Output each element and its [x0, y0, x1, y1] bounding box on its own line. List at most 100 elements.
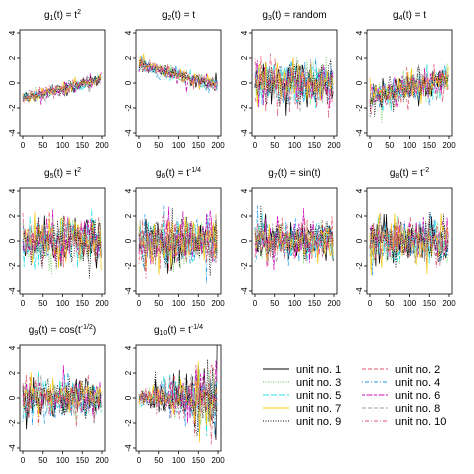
y-tick-label: -2: [240, 104, 249, 112]
y-tick-label: 0: [124, 395, 133, 400]
y-tick-label: -4: [355, 287, 364, 295]
series-line-8: [254, 219, 334, 264]
x-tick-label: 100: [56, 299, 70, 308]
x-tick-label: 100: [172, 141, 186, 150]
y-tick-label: 4: [8, 30, 17, 35]
panel-1-series: [22, 72, 102, 105]
y-tick-label: 4: [8, 345, 17, 350]
legend-item-2: unit no. 2: [362, 364, 440, 376]
x-tick-label: 0: [137, 299, 142, 308]
legend-item-1: unit no. 1: [263, 364, 341, 376]
y-tick-label: 4: [355, 30, 364, 35]
y-tick-label: 2: [355, 55, 364, 60]
x-tick-label: 200: [95, 456, 109, 465]
x-tick-label: 200: [442, 141, 456, 150]
x-tick-label: 150: [192, 141, 206, 150]
panel-3-series: [254, 53, 334, 119]
series-line-2: [254, 216, 334, 266]
x-tick-label: 200: [327, 299, 341, 308]
panel-10-series: [138, 345, 218, 445]
panel-3: g3(t) = random 0 50 100 150 200 -4 -2 0 2 4: [240, 10, 341, 150]
panel-title: g5(t) = t2: [44, 167, 81, 180]
x-tick-label: 0: [137, 141, 142, 150]
legend-label: unit no. 1: [296, 364, 341, 376]
panel-2-series: [138, 53, 218, 94]
series-line-10: [22, 217, 102, 269]
x-tick-label: 0: [368, 141, 373, 150]
y-tick-label: 4: [8, 188, 17, 193]
series-line-10: [369, 217, 449, 268]
panel-title: g1(t) = t2: [44, 9, 81, 22]
legend-label: unit no. 10: [395, 416, 446, 428]
panel-5-series: [22, 208, 102, 279]
y-tick-label: -4: [8, 287, 17, 295]
panel-title: g3(t) = random: [262, 10, 326, 22]
x-tick-label: 200: [95, 141, 109, 150]
y-tick-label: 2: [124, 55, 133, 60]
y-tick-label: 2: [8, 55, 17, 60]
y-tick-label: 0: [355, 80, 364, 85]
legend-label: unit no. 5: [296, 390, 341, 402]
series-line-7: [369, 213, 449, 276]
x-tick-label: 50: [38, 141, 47, 150]
legend-item-7: unit no. 7: [263, 403, 341, 415]
panel-4-series: [369, 63, 449, 124]
x-tick-label: 150: [76, 141, 90, 150]
legend-label: unit no. 9: [296, 416, 341, 428]
series-line-8: [254, 58, 334, 113]
x-tick-label: 50: [38, 299, 47, 308]
x-tick-label: 150: [192, 299, 206, 308]
series-line-6: [22, 209, 102, 262]
panel-5: g5(t) = t2 0 50 100 150 200 -4 -2 0 2 4: [8, 167, 109, 308]
panel-2: g2(t) = t 0 50 100 150 200 -4 -2 0 2 4: [124, 10, 225, 150]
y-tick-label: -4: [124, 129, 133, 137]
series-line-5: [22, 371, 102, 419]
panel-9-series: [22, 364, 102, 430]
y-tick-label: -2: [124, 419, 133, 427]
x-tick-label: 100: [172, 456, 186, 465]
x-tick-label: 150: [423, 141, 437, 150]
x-tick-label: 150: [308, 299, 322, 308]
y-tick-label: 0: [240, 238, 249, 243]
y-tick-label: 2: [240, 55, 249, 60]
y-tick-label: 2: [124, 370, 133, 375]
legend-label: unit no. 7: [296, 403, 341, 415]
legend-item-6: unit no. 6: [362, 390, 440, 402]
series-line-8: [22, 75, 102, 103]
y-tick-label: -4: [8, 129, 17, 137]
x-tick-label: 150: [308, 141, 322, 150]
series-line-8: [22, 375, 102, 417]
x-tick-label: 100: [172, 299, 186, 308]
legend-item-9: unit no. 9: [263, 416, 341, 428]
x-tick-label: 100: [288, 141, 302, 150]
x-tick-label: 200: [211, 141, 225, 150]
series-line-6: [138, 59, 218, 93]
legend-label: unit no. 4: [395, 377, 440, 389]
panel-title: g6(t) = t-1/4: [156, 167, 201, 180]
series-line-4: [138, 373, 218, 437]
y-tick-label: 0: [124, 80, 133, 85]
x-tick-label: 100: [403, 141, 417, 150]
panel-title: g7(t) = sin(t): [268, 168, 321, 180]
x-tick-label: 0: [21, 299, 26, 308]
x-tick-label: 50: [38, 456, 47, 465]
legend-label: unit no. 2: [395, 364, 440, 376]
y-tick-label: 2: [8, 213, 17, 218]
y-tick-label: 0: [124, 238, 133, 243]
series-line-10: [138, 214, 218, 279]
panel-9: g9(t) = cos(t-1/2) 0 50 100 150 200 -4 -2 0 2 4: [8, 324, 109, 465]
panel-7: g7(t) = sin(t) 0 50 100 150 200 -4 -2 0 2 4: [240, 168, 341, 308]
x-tick-label: 0: [368, 299, 373, 308]
y-tick-label: -4: [124, 287, 133, 295]
series-line-4: [22, 77, 102, 102]
x-tick-label: 200: [442, 299, 456, 308]
panel-1: g1(t) = t2 0 50 100 150 200 -4 -2 0 2 4: [8, 9, 109, 150]
y-tick-label: 0: [8, 80, 17, 85]
y-tick-label: 0: [355, 238, 364, 243]
x-tick-label: 100: [288, 299, 302, 308]
series-line-9: [22, 215, 102, 279]
y-tick-label: -2: [8, 419, 17, 427]
series-line-10: [138, 59, 218, 92]
series-line-8: [22, 217, 102, 263]
